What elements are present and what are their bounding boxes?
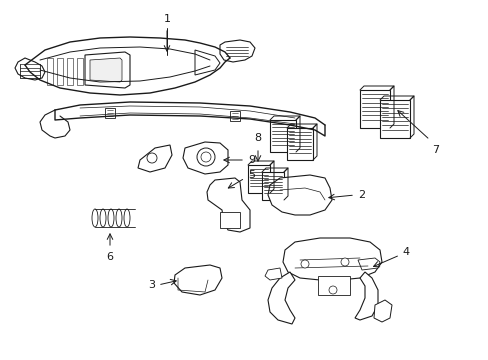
Polygon shape <box>220 212 240 228</box>
Text: 5: 5 <box>247 170 254 180</box>
Ellipse shape <box>92 209 98 227</box>
Polygon shape <box>105 108 115 118</box>
Polygon shape <box>90 58 122 82</box>
Polygon shape <box>195 50 220 75</box>
Polygon shape <box>15 58 45 80</box>
Polygon shape <box>359 90 389 128</box>
Polygon shape <box>373 300 391 322</box>
Polygon shape <box>262 172 284 200</box>
Polygon shape <box>220 40 254 62</box>
Circle shape <box>328 286 336 294</box>
Circle shape <box>201 152 210 162</box>
Polygon shape <box>57 58 63 85</box>
Ellipse shape <box>100 209 106 227</box>
Circle shape <box>197 148 215 166</box>
Circle shape <box>340 258 348 266</box>
Text: 2: 2 <box>357 190 365 200</box>
Polygon shape <box>174 265 222 295</box>
Text: 3: 3 <box>148 280 155 290</box>
Polygon shape <box>286 128 312 160</box>
Text: 4: 4 <box>401 247 408 257</box>
Text: 7: 7 <box>431 145 438 155</box>
Polygon shape <box>85 52 130 88</box>
Polygon shape <box>247 165 269 193</box>
Polygon shape <box>67 58 73 85</box>
Text: 6: 6 <box>106 252 113 262</box>
Polygon shape <box>354 272 377 320</box>
Polygon shape <box>283 238 381 280</box>
Polygon shape <box>264 268 282 280</box>
Polygon shape <box>267 272 294 324</box>
Polygon shape <box>183 142 227 174</box>
Ellipse shape <box>116 209 122 227</box>
Polygon shape <box>317 276 349 295</box>
Polygon shape <box>47 58 53 85</box>
Polygon shape <box>77 58 83 85</box>
Circle shape <box>301 260 308 268</box>
Polygon shape <box>269 120 295 152</box>
Text: 8: 8 <box>254 133 261 143</box>
Text: 9: 9 <box>247 155 255 165</box>
Text: 1: 1 <box>163 14 170 24</box>
Polygon shape <box>206 178 249 232</box>
Polygon shape <box>138 145 172 172</box>
Ellipse shape <box>124 209 130 227</box>
Polygon shape <box>267 175 331 215</box>
Polygon shape <box>229 111 240 121</box>
Polygon shape <box>379 100 409 138</box>
Circle shape <box>147 153 157 163</box>
Ellipse shape <box>108 209 114 227</box>
Polygon shape <box>357 258 379 270</box>
